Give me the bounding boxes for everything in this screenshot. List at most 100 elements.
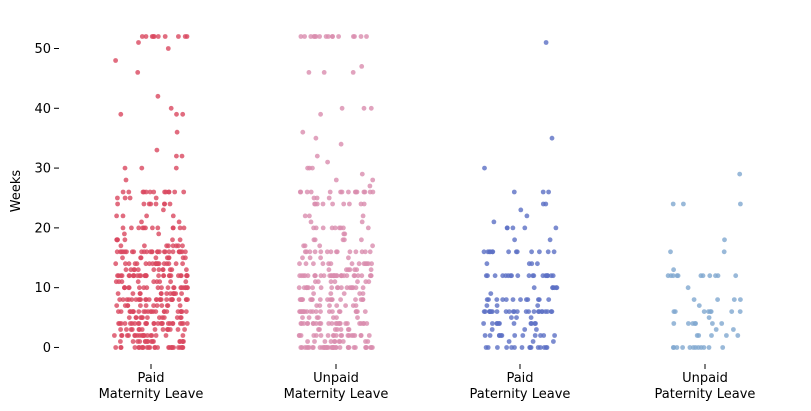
data-point	[135, 273, 140, 279]
data-point	[302, 34, 307, 39]
data-point	[156, 273, 162, 279]
data-point	[482, 309, 488, 314]
data-point	[185, 285, 190, 291]
data-point	[168, 105, 174, 111]
data-point	[681, 201, 686, 207]
data-point	[147, 189, 153, 195]
data-point	[175, 327, 181, 332]
y-tick-label: 50	[34, 42, 51, 57]
data-point	[484, 261, 490, 267]
data-point	[135, 70, 141, 75]
data-point	[357, 291, 363, 296]
data-point	[123, 261, 128, 267]
data-point	[326, 195, 332, 201]
data-point	[129, 321, 135, 326]
data-point	[149, 309, 155, 314]
data-point	[540, 309, 545, 314]
data-point	[670, 201, 676, 207]
series-2	[296, 34, 376, 350]
data-point	[113, 261, 119, 267]
data-point	[184, 267, 189, 273]
data-point	[360, 285, 366, 291]
data-point	[123, 177, 129, 183]
data-point	[520, 333, 526, 338]
data-point	[356, 261, 362, 267]
data-point	[164, 297, 170, 302]
data-point	[171, 291, 177, 296]
data-point	[328, 291, 334, 296]
data-point	[510, 297, 516, 302]
data-point	[359, 237, 364, 243]
data-point	[314, 153, 320, 159]
data-point	[174, 129, 180, 135]
data-point	[538, 333, 543, 338]
data-point	[127, 309, 133, 314]
data-point	[536, 309, 542, 314]
data-point	[327, 303, 332, 308]
data-point	[696, 303, 702, 308]
data-point	[490, 249, 496, 255]
x-tick-label: Paternity Leave	[470, 387, 571, 402]
data-point	[154, 147, 160, 153]
data-point	[545, 309, 550, 314]
data-point	[495, 345, 500, 350]
data-point	[141, 309, 147, 314]
data-point	[482, 333, 488, 338]
data-point	[130, 339, 136, 344]
data-point	[496, 333, 502, 338]
data-point	[310, 345, 315, 350]
data-point	[544, 273, 550, 279]
data-point	[307, 255, 313, 261]
data-point	[144, 339, 150, 344]
data-point	[169, 345, 174, 350]
data-point	[353, 249, 359, 255]
data-point	[176, 345, 181, 350]
data-point	[355, 279, 360, 285]
data-point	[724, 333, 729, 338]
data-point	[361, 321, 366, 326]
data-point	[737, 309, 743, 314]
data-point	[328, 339, 334, 344]
data-point	[115, 237, 120, 243]
data-point	[120, 225, 126, 231]
data-point	[150, 225, 155, 231]
data-point	[313, 135, 319, 141]
data-point	[503, 297, 509, 302]
data-point	[181, 189, 187, 195]
data-point	[333, 321, 339, 326]
data-point	[351, 273, 357, 279]
data-point	[369, 345, 374, 350]
data-point	[177, 303, 183, 308]
data-point	[139, 165, 145, 171]
data-point	[118, 309, 124, 314]
data-point	[166, 255, 172, 261]
data-point	[161, 273, 167, 279]
data-point	[326, 321, 332, 326]
data-point	[315, 279, 321, 285]
data-point	[332, 327, 338, 332]
data-point	[353, 303, 359, 308]
data-point	[157, 315, 162, 320]
data-point	[487, 249, 492, 255]
data-point	[136, 321, 142, 326]
data-point	[311, 291, 316, 296]
data-point	[360, 213, 366, 219]
data-point	[162, 249, 168, 255]
data-point	[338, 141, 344, 147]
data-point	[153, 309, 159, 314]
data-point	[165, 321, 171, 326]
data-point	[324, 249, 330, 255]
data-point	[122, 165, 128, 171]
data-point	[318, 321, 324, 326]
data-point	[140, 315, 145, 320]
data-point	[118, 327, 123, 332]
data-point	[306, 315, 312, 320]
data-point	[675, 273, 681, 279]
data-point	[137, 291, 143, 296]
data-point	[523, 309, 529, 314]
data-point	[160, 267, 166, 273]
data-point	[145, 315, 150, 320]
data-point	[153, 297, 159, 302]
data-point	[336, 309, 342, 314]
data-point	[321, 273, 327, 279]
